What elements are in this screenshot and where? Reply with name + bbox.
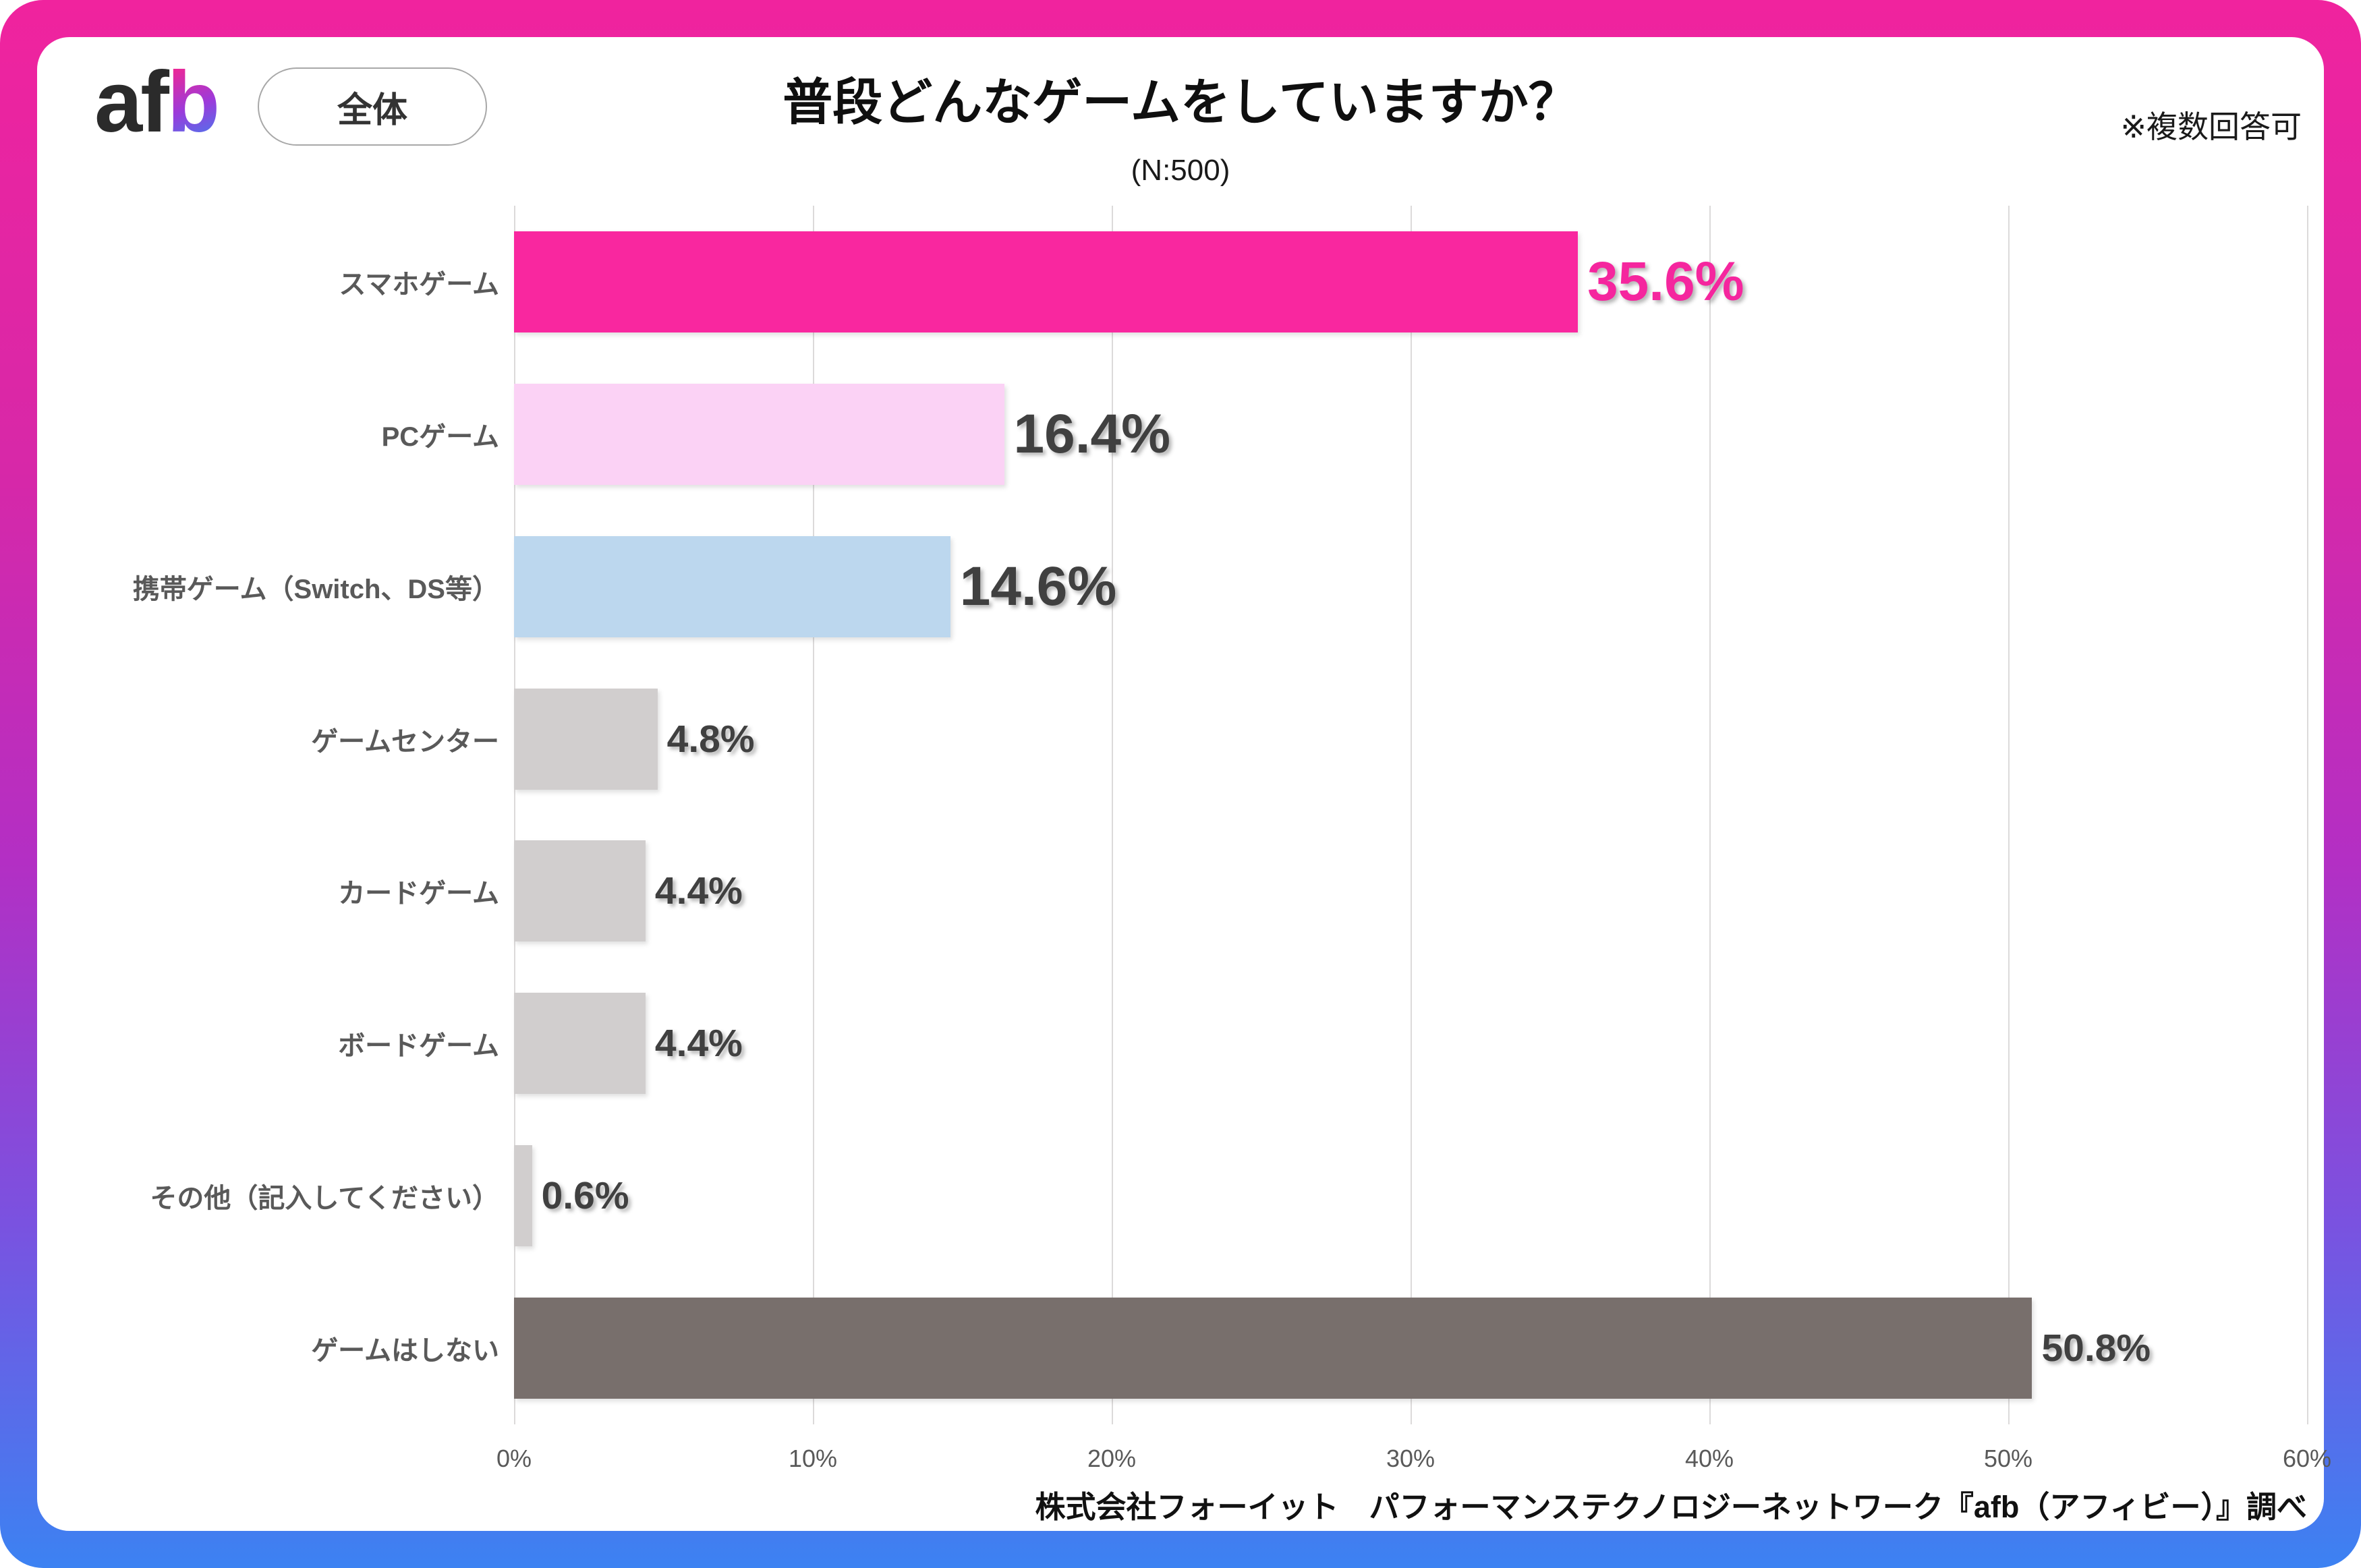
category-label: ゲームはしない [311,1336,499,1366]
gridline [1709,206,1711,1424]
sample-size-note: (N:500) [1131,154,1230,187]
category-label: スマホゲーム [339,269,499,299]
x-axis-tick-label: 50% [1983,1445,2033,1472]
bar [514,1298,2032,1399]
value-label: 4.4% [654,1022,743,1066]
category-label: その他（記入してください） [150,1184,499,1214]
x-axis-tick-label: 40% [1684,1445,1734,1472]
gridline [514,206,515,1424]
category-label: PCゲーム [381,422,499,452]
x-axis-tick-label: 30% [1386,1445,1435,1472]
value-label: 16.4% [1013,403,1171,465]
bar [514,688,658,790]
bar [514,535,950,637]
chart-title: 普段どんなゲームをしていますか？ [783,74,1578,130]
x-axis-tick-label: 20% [1087,1445,1137,1472]
afb-logo: afb [94,59,220,146]
category-label: 携帯ゲーム（Switch、DS等） [132,574,499,604]
value-label: 4.4% [654,869,743,913]
gridline [2307,206,2308,1424]
x-axis-tick-label: 0% [496,1445,532,1472]
value-label: 50.8% [2041,1327,2151,1370]
gridline [1112,206,1113,1424]
multiple-answer-note: ※複数回答可 [2120,109,2302,144]
value-label: 4.8% [666,717,755,761]
x-axis-tick-label: 10% [788,1445,838,1472]
bar [514,993,646,1095]
afb-logo-text-gradient: b [167,54,220,150]
x-axis-tick-label: 60% [2282,1445,2332,1472]
bar [514,1145,532,1247]
bar [514,383,1004,485]
scope-badge[interactable]: 全体 [258,67,487,146]
gridline [813,206,814,1424]
scope-badge-label: 全体 [337,90,407,130]
bar [514,840,646,942]
category-label: カードゲーム [338,879,499,909]
afb-logo-text-black: af [94,54,169,150]
source-attribution: 株式会社フォーイット パフォーマンステクノロジーネットワーク『afb（アフィビー… [1035,1490,2307,1524]
value-label: 14.6% [959,555,1117,617]
category-label: ゲームセンター [311,726,499,757]
value-label: 35.6% [1587,250,1744,312]
bar [514,231,1578,332]
gridline [1411,206,1412,1424]
value-label: 0.6% [541,1174,629,1218]
category-label: ボードゲーム [338,1031,499,1062]
gridline [2008,206,2010,1424]
